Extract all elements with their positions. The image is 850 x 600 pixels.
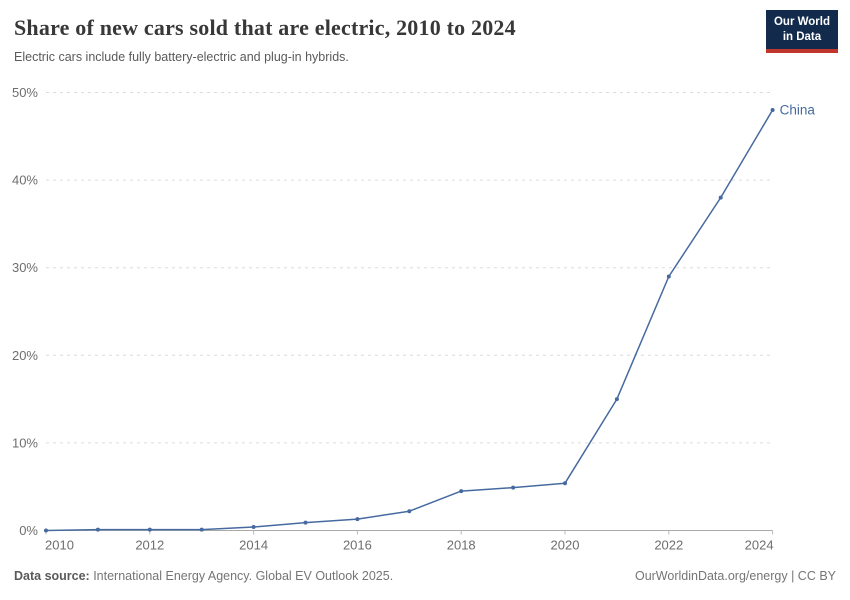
owid-logo-line2: in Data [782,30,822,43]
data-point [718,195,723,200]
series-label: China [780,103,816,118]
data-point [511,485,516,490]
footer-separator: | [787,569,798,583]
footer-attribution: OurWorldinData.org/energy | CC BY [635,569,836,583]
y-tick-label: 30% [12,260,38,275]
y-tick-label: 20% [12,348,38,363]
chart-footer: Data source: International Energy Agency… [14,569,836,583]
chart-title: Share of new cars sold that are electric… [14,15,516,40]
data-point [95,527,100,532]
data-point [44,528,48,533]
owid-logo: Our World in Data [765,10,838,53]
chart-subtitle: Electric cars include fully battery-elec… [14,50,349,64]
data-point [563,481,567,486]
data-point [407,509,412,514]
data-point [459,489,464,494]
x-tick-label: 2022 [654,538,683,553]
y-tick-label: 0% [19,523,38,538]
y-tick-label: 50% [12,85,38,100]
y-tick-label: 10% [12,435,38,450]
x-tick-label: 2024 [745,538,774,553]
x-tick-label: 2010 [45,538,74,553]
data-source-note: Data source: International Energy Agency… [14,569,393,583]
data-source-label: Data source: [14,569,90,583]
y-tick-label: 40% [12,173,38,188]
data-point [147,527,152,532]
x-tick-label: 2020 [551,538,580,553]
data-source-text: International Energy Agency. Global EV O… [89,569,394,583]
data-point [355,517,360,522]
data-point [614,397,619,402]
license-label: CC BY [797,569,836,583]
data-point [303,520,308,525]
data-point [251,525,256,529]
x-tick-label: 2018 [447,538,476,553]
data-point [199,527,204,532]
x-tick-label: 2014 [239,538,268,553]
data-point [666,274,671,279]
data-point [770,108,775,112]
series-line-china [45,109,774,532]
x-tick-label: 2012 [135,538,164,553]
owid-url-link[interactable]: OurWorldinData.org/energy [634,569,788,583]
x-tick-label: 2016 [343,538,372,553]
owid-logo-line1: Our World [773,16,830,28]
